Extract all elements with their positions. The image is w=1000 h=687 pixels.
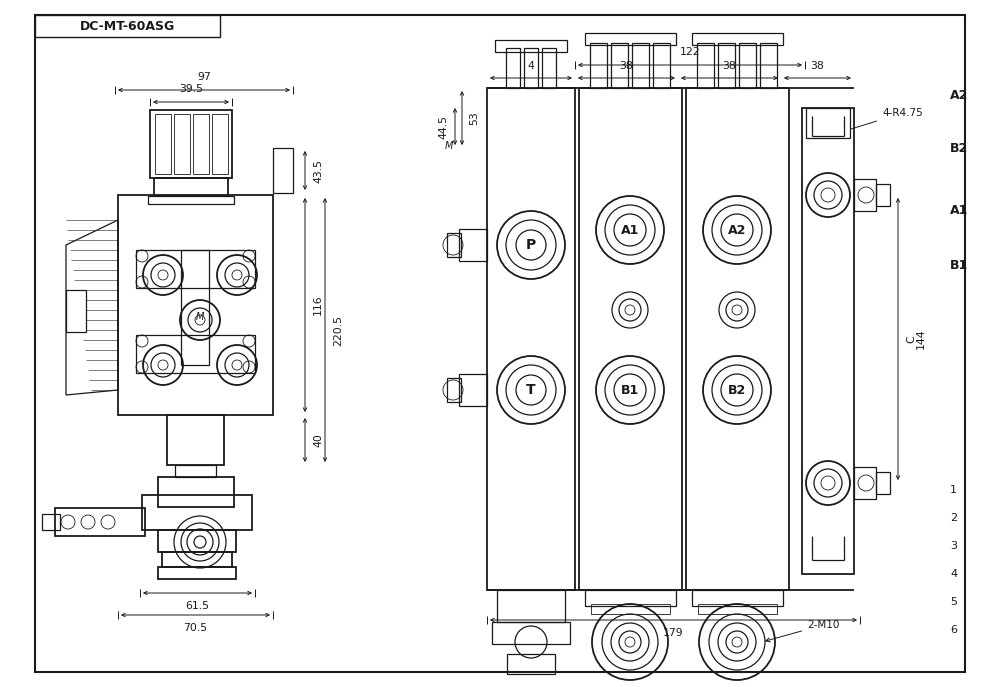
Bar: [487, 88, 575, 590]
Text: 3: 3: [950, 541, 957, 551]
Text: C: C: [906, 335, 916, 343]
Bar: [698, 604, 777, 614]
Text: 2-M10: 2-M10: [766, 620, 839, 642]
Text: 220.5: 220.5: [333, 315, 343, 346]
Bar: [212, 114, 228, 174]
Text: A2: A2: [728, 223, 746, 236]
Text: 116: 116: [313, 295, 323, 315]
Text: T: T: [526, 383, 536, 397]
Bar: [697, 43, 714, 88]
Bar: [66, 290, 86, 332]
Bar: [854, 467, 876, 499]
Bar: [507, 654, 555, 674]
Bar: [579, 88, 682, 590]
Text: 43.5: 43.5: [313, 159, 323, 183]
Text: 6: 6: [950, 625, 957, 635]
Bar: [854, 179, 876, 211]
Bar: [611, 43, 628, 88]
Bar: [447, 378, 461, 402]
Bar: [55, 508, 145, 536]
Text: A1: A1: [950, 203, 968, 216]
Text: 4-R4.75: 4-R4.75: [851, 108, 923, 129]
Bar: [150, 110, 232, 178]
Text: 122: 122: [680, 47, 700, 57]
Bar: [876, 472, 890, 494]
Bar: [459, 229, 487, 261]
Bar: [174, 114, 190, 174]
Bar: [692, 590, 783, 606]
Bar: [760, 43, 777, 88]
Bar: [542, 48, 556, 88]
Bar: [273, 148, 293, 193]
Text: B1: B1: [621, 383, 639, 396]
Text: 5: 5: [950, 597, 957, 607]
Text: 44.5: 44.5: [438, 115, 448, 139]
Bar: [193, 114, 209, 174]
Bar: [876, 184, 890, 206]
Text: DC-MT-60ASG: DC-MT-60ASG: [79, 19, 175, 32]
Bar: [495, 40, 567, 52]
Bar: [142, 495, 252, 530]
Text: 144: 144: [916, 328, 926, 349]
Bar: [175, 465, 216, 477]
Text: 4: 4: [950, 569, 957, 579]
Bar: [653, 43, 670, 88]
Bar: [158, 477, 234, 507]
Bar: [158, 567, 236, 579]
Text: 53: 53: [469, 111, 479, 125]
Bar: [739, 43, 756, 88]
Bar: [585, 590, 676, 606]
Bar: [692, 33, 783, 45]
Text: B1: B1: [950, 258, 968, 271]
Text: B2: B2: [728, 383, 746, 396]
Bar: [181, 250, 209, 365]
Bar: [497, 590, 565, 622]
Text: 61.5: 61.5: [186, 601, 210, 611]
Text: 97: 97: [197, 72, 211, 82]
Bar: [155, 114, 171, 174]
Text: 4: 4: [528, 61, 534, 71]
Bar: [35, 15, 220, 37]
Text: 40: 40: [313, 433, 323, 447]
Text: 39.5: 39.5: [179, 84, 203, 94]
Bar: [148, 196, 234, 204]
Bar: [154, 178, 228, 196]
Text: M: M: [445, 141, 453, 151]
Bar: [590, 43, 607, 88]
Text: M: M: [196, 312, 204, 322]
Text: 1: 1: [950, 485, 957, 495]
Text: 2: 2: [950, 513, 957, 523]
Text: 70.5: 70.5: [183, 623, 208, 633]
Bar: [459, 374, 487, 406]
Bar: [718, 43, 735, 88]
Bar: [167, 415, 224, 465]
Bar: [585, 33, 676, 45]
Bar: [802, 108, 854, 574]
Bar: [447, 233, 461, 257]
Bar: [162, 552, 232, 567]
Bar: [158, 530, 236, 552]
Text: A1: A1: [621, 223, 639, 236]
Text: 38: 38: [723, 61, 736, 71]
Bar: [492, 622, 570, 644]
Bar: [118, 195, 273, 415]
Bar: [524, 48, 538, 88]
Text: 38: 38: [620, 61, 633, 71]
Text: 38: 38: [811, 61, 824, 71]
Bar: [136, 335, 255, 373]
Text: 179: 179: [663, 628, 684, 638]
Bar: [686, 88, 789, 590]
Bar: [806, 108, 850, 138]
Bar: [136, 250, 255, 288]
Bar: [42, 514, 60, 530]
Text: A2: A2: [950, 89, 968, 102]
Bar: [591, 604, 670, 614]
Text: B2: B2: [950, 142, 968, 155]
Bar: [632, 43, 649, 88]
Bar: [506, 48, 520, 88]
Text: P: P: [526, 238, 536, 252]
